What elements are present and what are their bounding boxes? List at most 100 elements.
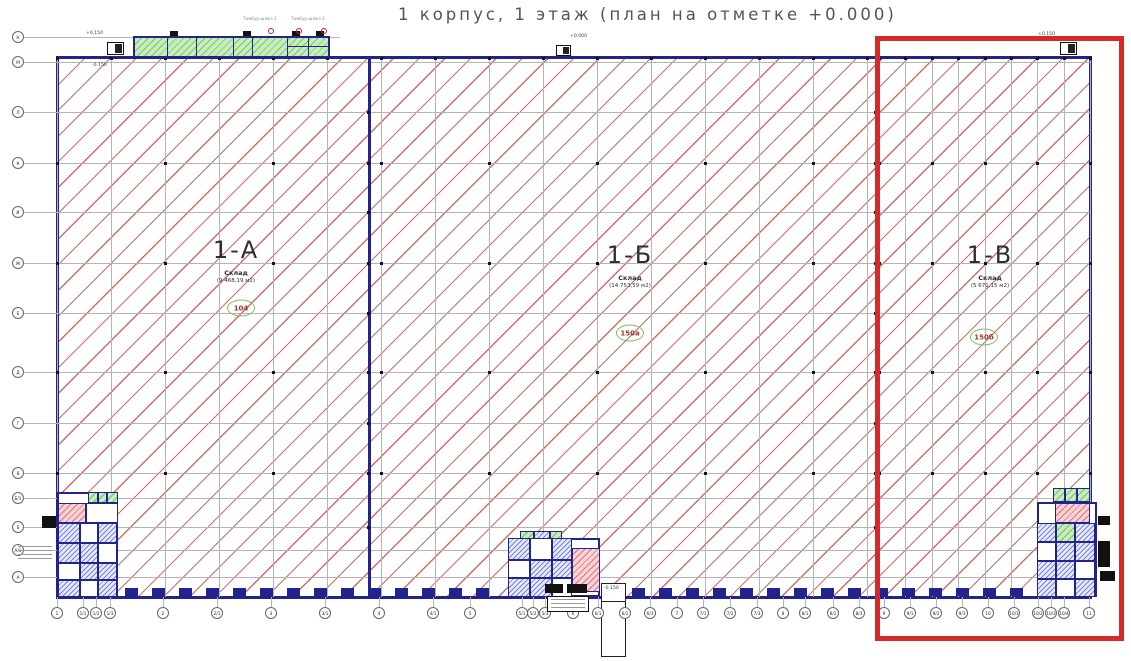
column-dot — [865, 56, 869, 60]
column-dot — [366, 311, 370, 315]
col-axis-bubble: 4 — [373, 607, 385, 619]
col-axis-leader — [533, 597, 534, 607]
col-axis-leader — [110, 597, 111, 607]
annex-partition — [308, 36, 309, 58]
room-cell — [58, 580, 80, 597]
dock-door — [794, 588, 807, 596]
room-cell — [98, 492, 107, 503]
dock-door — [314, 588, 327, 596]
gridline-row — [24, 473, 1090, 474]
col-axis-bubble: 1/1 — [77, 607, 89, 619]
gridline-col — [867, 57, 868, 597]
dock-door — [902, 588, 915, 596]
column-dot — [1088, 161, 1092, 165]
col-axis-leader — [805, 597, 806, 607]
column-dot — [1009, 56, 1013, 60]
row-axis-bubble: Г — [12, 417, 24, 429]
room-number-badge: 104 — [227, 299, 255, 317]
room-cell — [80, 563, 98, 580]
col-axis-bubble: 7/3 — [751, 607, 763, 619]
column-dot — [163, 161, 167, 165]
gridline-row — [24, 163, 1090, 164]
row-axis-bubble: Л — [12, 106, 24, 118]
dock-door — [929, 588, 942, 596]
col-axis-bubble: 3 — [265, 607, 277, 619]
room-cell — [1077, 488, 1090, 502]
column-dot — [541, 56, 545, 60]
dock-door — [125, 588, 138, 596]
col-axis-leader — [730, 597, 731, 607]
row-axis-bubble: Б — [12, 521, 24, 533]
annex-door-icon — [170, 31, 178, 36]
column-dot — [1088, 370, 1092, 374]
room-cell — [552, 560, 572, 578]
col-axis-bubble: 4/1 — [427, 607, 439, 619]
door-icon — [107, 42, 124, 55]
gridline-row — [24, 62, 1090, 63]
row-axis-bubble: М — [12, 56, 24, 68]
gridline-row — [24, 313, 1090, 314]
section-area: (5 671,15 м2) — [970, 283, 1010, 289]
col-axis-leader — [83, 597, 84, 607]
column-dot — [983, 56, 987, 60]
gridline-col — [57, 57, 58, 597]
col-axis-bubble: 6/3 — [644, 607, 656, 619]
dock-door — [206, 588, 219, 596]
dock-door — [767, 588, 780, 596]
col-axis-bubble: 1/2 — [90, 607, 102, 619]
room-cell — [1056, 579, 1075, 597]
gridline-row — [24, 263, 1090, 264]
col-axis-bubble: 1/3 — [104, 607, 116, 619]
col-axis-bubble: 9/3 — [956, 607, 968, 619]
annex-label-2: Тамбур-шлюз 2 — [291, 16, 325, 21]
col-axis-bubble: 1 — [51, 607, 63, 619]
row-axis-bubble: К — [12, 157, 24, 169]
dock-door — [260, 588, 273, 596]
column-dot — [271, 370, 275, 374]
row-axis-bubble: Б/1 — [12, 492, 24, 504]
micro-text-line — [18, 554, 52, 555]
gridline-col — [165, 57, 166, 597]
col-axis-bubble: 10/3 — [1045, 607, 1057, 619]
col-axis-leader — [1014, 597, 1015, 607]
dock-door — [875, 588, 888, 596]
section-kind: Склад — [978, 274, 1002, 282]
elevation-mark: +0.000 — [570, 34, 588, 39]
dock-door — [395, 588, 408, 596]
column-dot — [163, 471, 167, 475]
col-axis-bubble: 3/1 — [319, 607, 331, 619]
column-dot — [1088, 56, 1092, 60]
section-name: 1-Б — [606, 241, 654, 269]
row-axis-bubble: И — [12, 206, 24, 218]
gridline-col — [543, 57, 544, 597]
micro-text-line — [551, 599, 585, 600]
dock-door — [341, 588, 354, 596]
col-axis-bubble: 6/1 — [592, 607, 604, 619]
col-axis-leader — [96, 597, 97, 607]
column-dot — [487, 261, 491, 265]
gridline-col — [273, 57, 274, 597]
col-axis-bubble: 7 — [671, 607, 683, 619]
gridline-row — [24, 498, 1090, 499]
column-dot — [811, 370, 815, 374]
column-dot — [55, 161, 59, 165]
column-dot — [366, 525, 370, 529]
room-number-badge: 150а — [616, 324, 644, 342]
micro-text-line — [551, 603, 585, 604]
gridline-col — [705, 57, 706, 597]
column-dot — [1035, 471, 1039, 475]
annex-label-1: Тамбур-шлюз 1 — [243, 16, 277, 21]
micro-text-line — [551, 607, 585, 608]
col-axis-leader — [910, 597, 911, 607]
col-axis-bubble: 2 — [157, 607, 169, 619]
stair-block — [1098, 516, 1110, 525]
room-cell — [58, 543, 80, 563]
room-cell — [80, 523, 98, 543]
room-cell — [1037, 542, 1056, 561]
loading-ramp — [601, 583, 626, 657]
col-axis-bubble: 10/2 — [1032, 607, 1044, 619]
column-dot — [811, 471, 815, 475]
room-cell — [1037, 561, 1056, 579]
column-dot — [487, 370, 491, 374]
dock-door — [740, 588, 753, 596]
